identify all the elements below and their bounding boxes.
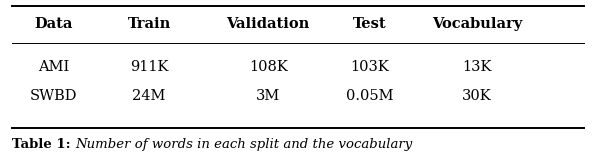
Text: 3M: 3M (256, 89, 280, 103)
Text: 103K: 103K (350, 60, 389, 74)
Text: Data: Data (35, 17, 73, 31)
Text: 108K: 108K (249, 60, 288, 74)
Text: Train: Train (128, 17, 170, 31)
Text: Test: Test (353, 17, 386, 31)
Text: Table 1:: Table 1: (12, 138, 75, 151)
Text: 13K: 13K (462, 60, 492, 74)
Text: Validation: Validation (226, 17, 310, 31)
Text: SWBD: SWBD (30, 89, 77, 103)
Text: Table 1:: Table 1: (12, 138, 75, 151)
Text: Vocabulary: Vocabulary (432, 17, 522, 31)
Text: Number of words in each split and the vocabulary: Number of words in each split and the vo… (75, 138, 412, 151)
Text: 24M: 24M (132, 89, 166, 103)
Text: AMI: AMI (38, 60, 69, 74)
Text: 30K: 30K (462, 89, 492, 103)
Text: 0.05M: 0.05M (346, 89, 393, 103)
Text: 911K: 911K (130, 60, 168, 74)
